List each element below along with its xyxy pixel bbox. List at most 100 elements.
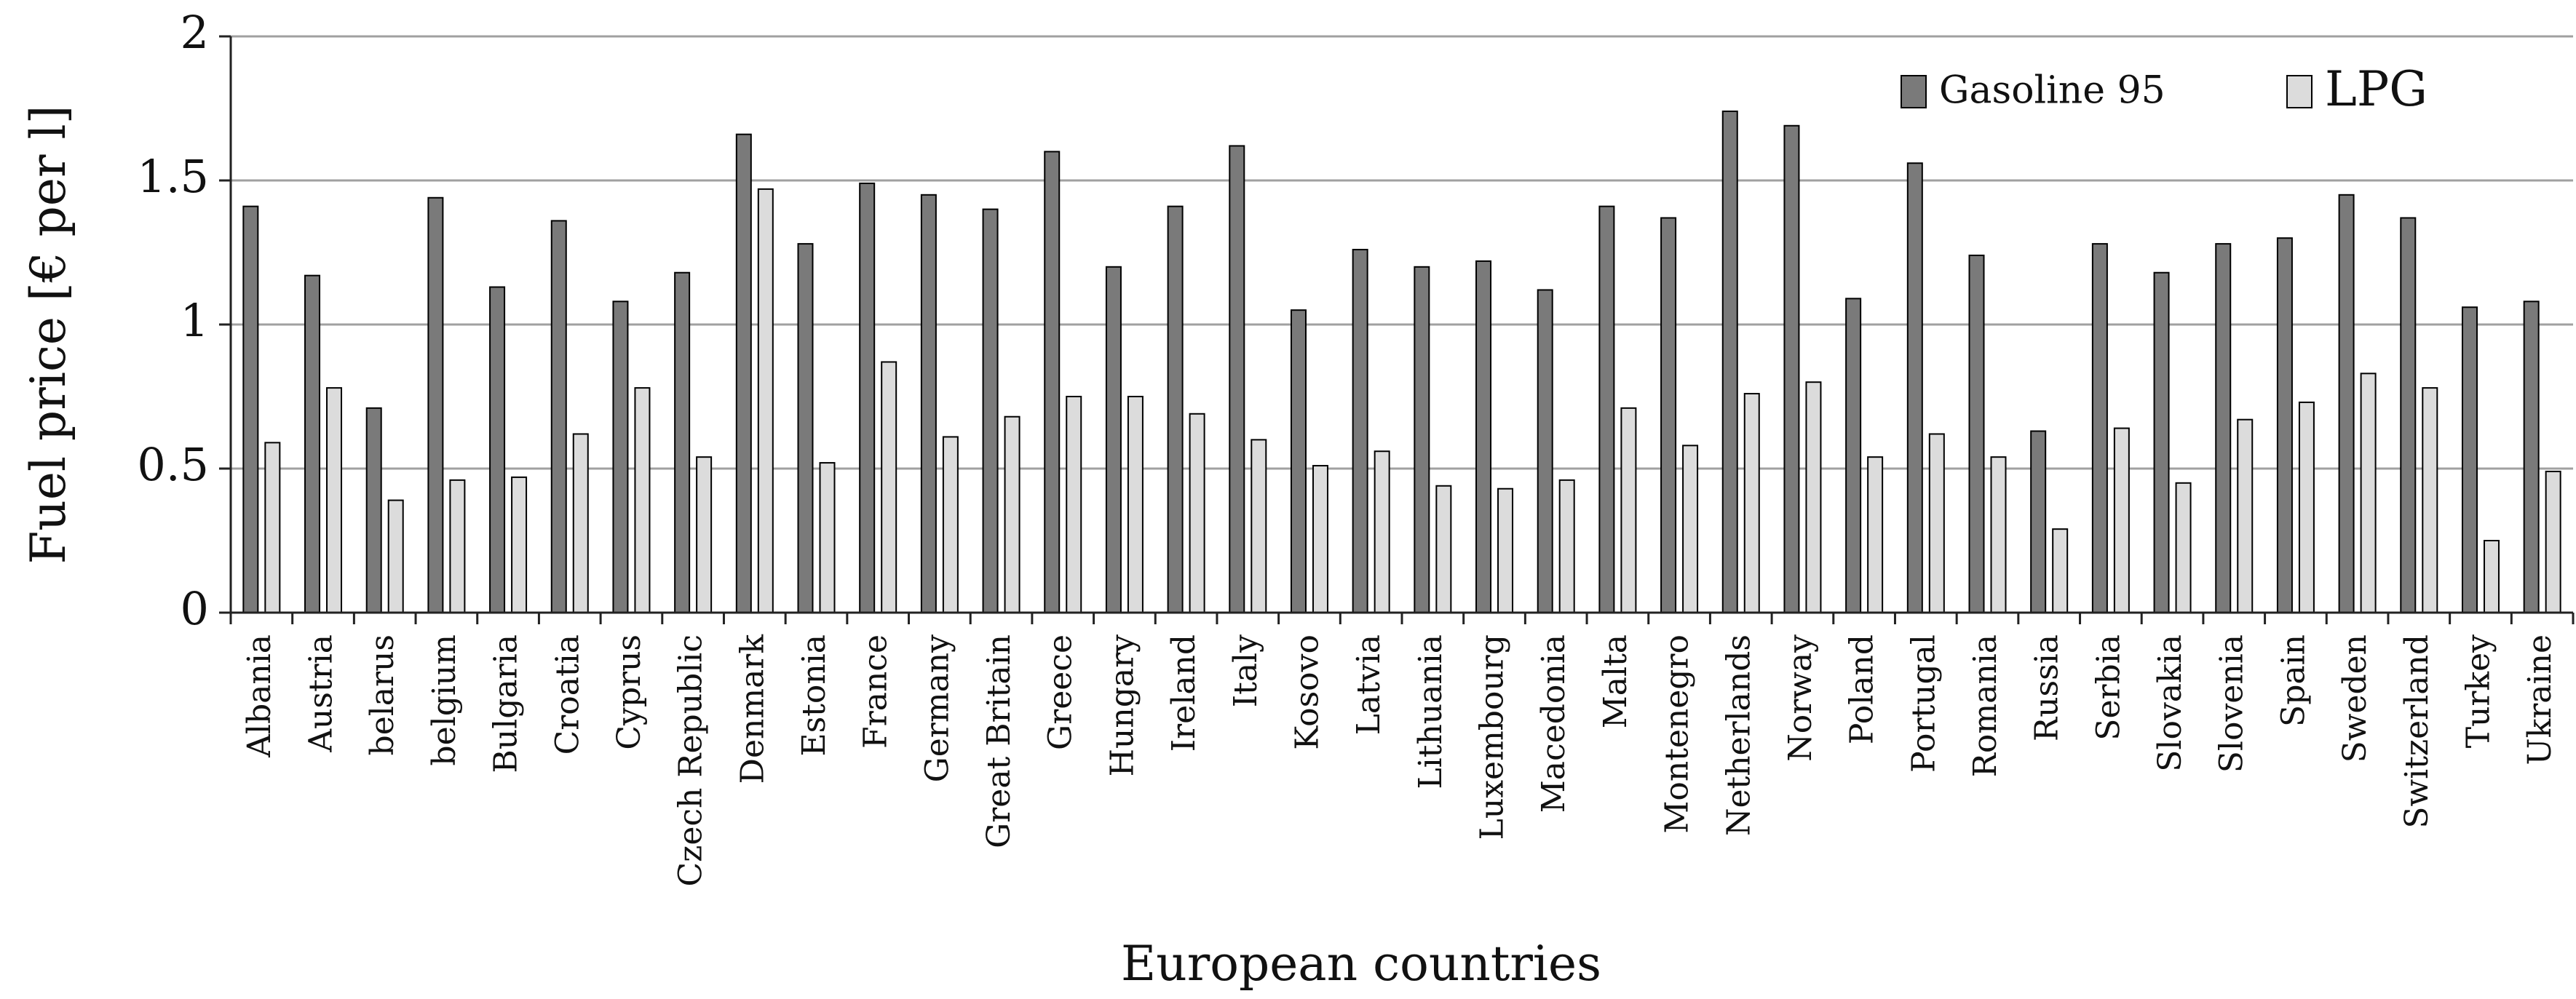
x-tick-label-spain: Spain <box>2275 634 2312 727</box>
bar-lpg-bulgaria <box>511 476 528 613</box>
bar-gasoline-95-belgium <box>427 196 444 613</box>
x-tick-label-sweden: Sweden <box>2337 634 2374 763</box>
axes <box>219 35 2575 624</box>
bar-lpg-italy <box>1251 439 1267 614</box>
y-axis-title: Fuel price [€ per l] <box>20 106 76 565</box>
x-tick-label-norway: Norway <box>1782 634 1819 762</box>
bar-lpg-kosovo <box>1312 465 1328 613</box>
bar-gasoline-95-serbia <box>2091 243 2108 613</box>
x-tick-label-cyprus: Cyprus <box>611 634 648 750</box>
bar-lpg-czech-republic <box>696 456 713 613</box>
x-tick-label-macedonia: Macedonia <box>1535 634 1572 813</box>
bar-lpg-hungary <box>1127 396 1144 613</box>
bar-gasoline-95-latvia <box>1352 249 1368 613</box>
bar-lpg-portugal <box>1928 433 1945 613</box>
bar-gasoline-95-estonia <box>797 243 814 613</box>
bar-gasoline-95-croatia <box>550 220 567 613</box>
x-tick-label-albania: Albania <box>241 634 278 758</box>
bar-gasoline-95-austria <box>304 274 321 613</box>
bar-gasoline-95-montenegro <box>1660 217 1677 614</box>
bar-lpg-serbia <box>2113 427 2130 613</box>
bar-gasoline-95-cyprus <box>612 301 629 613</box>
bar-lpg-spain <box>2298 401 2315 613</box>
bar-lpg-russia <box>2052 528 2069 613</box>
x-tick-label-czech-republic: Czech Republic <box>673 634 710 886</box>
bar-gasoline-95-poland <box>1845 298 1862 613</box>
bar-lpg-ukraine <box>2545 470 2561 614</box>
bar-lpg-latvia <box>1374 450 1390 613</box>
bar-gasoline-95-spain <box>2276 237 2293 613</box>
bar-gasoline-95-russia <box>2030 430 2047 614</box>
legend-swatch-gasoline-95 <box>1901 75 1927 108</box>
bar-lpg-lithuania <box>1435 485 1452 614</box>
bar-lpg-albania <box>264 442 281 613</box>
y-tick-label: 0.5 <box>137 438 209 491</box>
bar-lpg-romania <box>1990 456 2007 613</box>
bar-lpg-croatia <box>572 433 589 613</box>
legend-label-gasoline-95: Gasoline 95 <box>1939 69 2165 113</box>
bar-lpg-great-britain <box>1004 415 1021 613</box>
bar-lpg-belarus <box>387 499 404 613</box>
x-tick-label-poland: Poland <box>1844 634 1881 744</box>
bar-lpg-netherlands <box>1743 393 1760 613</box>
bar-gasoline-95-france <box>859 182 876 613</box>
x-tick-label-austria: Austria <box>303 634 340 753</box>
y-tick-label: 2 <box>181 6 209 59</box>
bar-gasoline-95-ukraine <box>2523 301 2540 613</box>
x-tick-label-slovakia: Slovakia <box>2152 634 2189 772</box>
bar-gasoline-95-lithuania <box>1414 266 1430 613</box>
x-tick-label-lithuania: Lithuania <box>1412 634 1449 789</box>
x-tick-label-belarus: belarus <box>364 634 401 755</box>
x-tick-label-bulgaria: Bulgaria <box>488 634 525 773</box>
bar-lpg-turkey <box>2483 540 2500 613</box>
x-tick-label-netherlands: Netherlands <box>1720 634 1757 836</box>
x-tick-label-latvia: Latvia <box>1350 634 1387 735</box>
bar-gasoline-95-portugal <box>1906 162 1923 614</box>
x-tick-label-germany: Germany <box>919 634 956 783</box>
bar-lpg-ireland <box>1189 413 1205 613</box>
bar-lpg-denmark <box>757 188 774 613</box>
x-tick-label-portugal: Portugal <box>1905 634 1942 773</box>
bar-gasoline-95-great-britain <box>982 208 999 614</box>
bar-gasoline-95-belarus <box>365 407 382 614</box>
y-tick-label: 0 <box>181 582 209 635</box>
x-tick-label-kosovo: Kosovo <box>1288 634 1325 750</box>
bar-lpg-luxembourg <box>1497 487 1514 613</box>
bar-lpg-slovakia <box>2175 482 2192 613</box>
bar-lpg-belgium <box>449 479 466 614</box>
x-tick-label-serbia: Serbia <box>2090 634 2127 741</box>
bar-lpg-austria <box>326 387 343 613</box>
x-tick-label-denmark: Denmark <box>734 634 771 784</box>
bar-gasoline-95-czech-republic <box>674 271 691 613</box>
bar-gasoline-95-luxembourg <box>1475 260 1492 613</box>
x-tick-label-ireland: Ireland <box>1165 634 1202 752</box>
x-tick-label-france: France <box>857 634 895 749</box>
bar-gasoline-95-italy <box>1229 145 1245 614</box>
bar-gasoline-95-bulgaria <box>489 286 506 613</box>
y-tick-labels: 0 0.5 1 1.5 2 <box>137 6 209 635</box>
x-tick-label-belgium: belgium <box>426 634 463 766</box>
bar-lpg-cyprus <box>634 387 651 613</box>
y-tick-label: 1 <box>181 294 209 347</box>
x-tick-label-turkey: Turkey <box>2460 634 2497 748</box>
bar-gasoline-95-denmark <box>735 133 752 613</box>
bar-gasoline-95-hungary <box>1105 266 1122 613</box>
bar-gasoline-95-switzerland <box>2400 217 2417 614</box>
x-tick-label-slovenia: Slovenia <box>2214 634 2251 773</box>
bar-gasoline-95-netherlands <box>1721 110 1738 613</box>
bar-gasoline-95-turkey <box>2461 306 2478 613</box>
x-tick-label-romania: Romania <box>1967 634 2004 777</box>
bars <box>242 110 2561 614</box>
bar-gasoline-95-norway <box>1783 124 1800 613</box>
legend-label-lpg: LPG <box>2325 61 2428 117</box>
x-tick-label-switzerland: Switzerland <box>2398 634 2436 829</box>
legend: Gasoline 95 LPG <box>1901 61 2428 117</box>
x-tick-labels: Albania Austria belarus belgium Bulgaria Croa… <box>241 634 2559 887</box>
bar-gasoline-95-malta <box>1598 205 1615 613</box>
bar-lpg-estonia <box>819 462 836 614</box>
bar-lpg-norway <box>1805 381 1822 613</box>
bar-lpg-switzerland <box>2422 387 2438 613</box>
x-tick-label-russia: Russia <box>2029 634 2066 741</box>
bar-lpg-poland <box>1867 456 1884 613</box>
